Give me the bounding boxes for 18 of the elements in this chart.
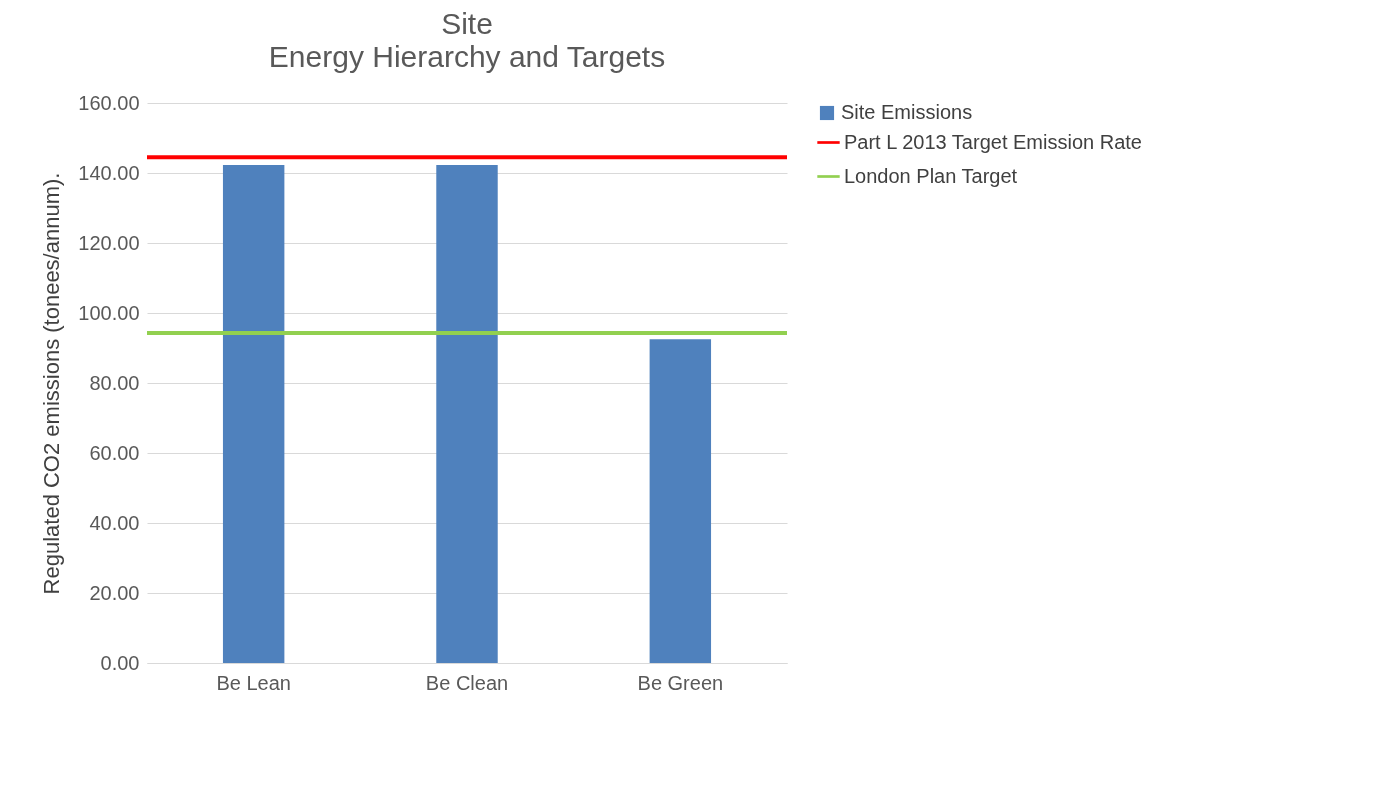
ref-line-label: Part L 2013 Target Emission Rate [844,130,1142,153]
y-axis-title: Regulated CO2 emissions (tonees/annum). [39,172,65,595]
y-tick-label: 40.00 [89,511,140,534]
y-tick-label: 100.00 [78,301,140,324]
y-tick-label: 140.00 [78,161,140,184]
y-tick-label: 120.00 [78,231,140,254]
legend-label: Site Emissions [841,101,973,123]
y-tick-label: 60.00 [89,441,140,464]
x-tick-label: Be Green [637,671,724,694]
y-tick-label: 160.00 [78,91,140,114]
x-tick-label: Be Lean [216,671,291,694]
legend-label: London Plan Target [844,164,1018,187]
y-tick-label: 20.00 [89,581,140,604]
chart-title: Site [441,7,493,40]
chart-subtitle: Energy Hierarchy and Targets [268,40,666,73]
y-tick-label: 80.00 [89,371,140,394]
y-tick-label: 0.00 [100,651,140,674]
x-tick-label: Be Clean [425,671,509,694]
